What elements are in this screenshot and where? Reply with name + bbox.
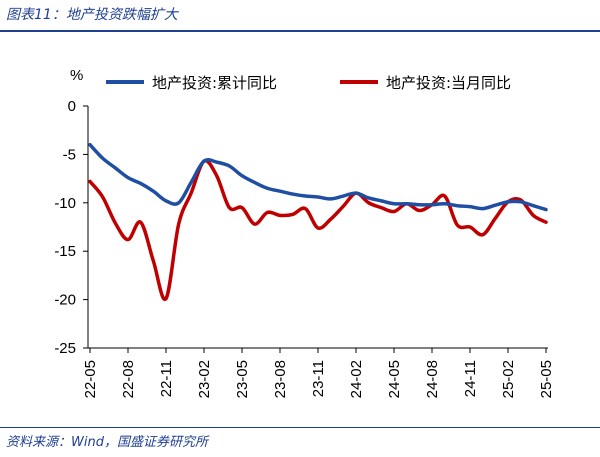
y-tick-label: -15 (54, 243, 76, 260)
y-tick-label: 0 (68, 98, 76, 115)
x-tick-label: 23-05 (234, 360, 251, 398)
y-tick-label: -25 (54, 340, 76, 357)
y-tick-label: -5 (63, 146, 76, 163)
x-tick-label: 24-05 (386, 360, 403, 398)
x-tick-label: 22-11 (158, 360, 175, 397)
x-tick-label: 23-11 (310, 360, 327, 397)
x-tick-label: 24-02 (348, 360, 365, 398)
legend-cumulative-label: 地产投资:累计同比 (152, 74, 277, 92)
legend-monthly-label: 地产投资:当月同比 (386, 74, 511, 92)
series-line-cumulative (88, 142, 548, 212)
x-tick-label: 22-05 (82, 360, 99, 398)
x-tick-label: 24-08 (424, 360, 441, 398)
x-tick-label: 25-02 (500, 360, 517, 398)
series-line-monthly (88, 159, 548, 302)
title-rule (0, 30, 600, 32)
x-tick-label: 23-02 (196, 360, 213, 398)
source-note: 资料来源：Wind，国盛证券研究所 (6, 435, 208, 450)
source-rule (0, 427, 600, 428)
figure-title: 图表11：地产投资跌幅扩大 (6, 7, 178, 23)
x-tick-label: 24-11 (462, 360, 479, 397)
y-axis-unit: % (70, 67, 83, 84)
y-tick-label: -10 (54, 195, 76, 212)
y-tick-label: -20 (54, 292, 76, 309)
x-tick-label: 23-08 (272, 360, 289, 398)
x-tick-label: 22-08 (120, 360, 137, 398)
x-tick-label: 25-05 (538, 360, 555, 398)
